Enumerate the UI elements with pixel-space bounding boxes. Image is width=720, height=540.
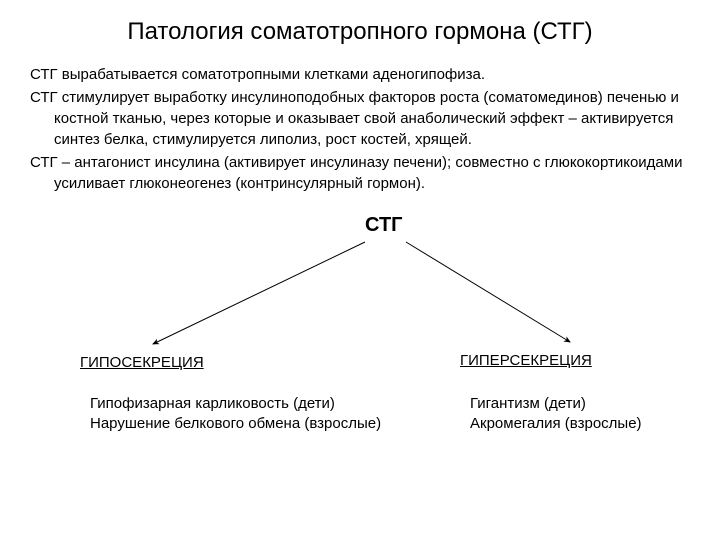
arrow-left <box>153 242 365 344</box>
diagram-root: СТГ <box>365 214 403 237</box>
body-text: СТГ вырабатывается соматотропными клетка… <box>30 64 690 194</box>
leaf-hyper-line2: Акромегалия (взрослые) <box>470 415 642 432</box>
leaf-hyper: Гигантизм (дети) Акромегалия (взрослые) <box>470 394 642 435</box>
tree-diagram: СТГ ГИПОСЕКРЕЦИЯ ГИПЕРСЕКРЕЦИЯ Гипофизар… <box>30 214 690 444</box>
branch-hyposecretion: ГИПОСЕКРЕЦИЯ <box>80 354 204 371</box>
page-title: Патология соматотропного гормона (СТГ) <box>30 18 690 46</box>
leaf-hyper-line1: Гигантизм (дети) <box>470 395 586 412</box>
paragraph-2: СТГ стимулирует выработку инсулиноподобн… <box>30 87 690 150</box>
leaf-hypo-line1: Гипофизарная карликовость (дети) <box>90 395 335 412</box>
arrow-right <box>406 242 570 342</box>
leaf-hypo: Гипофизарная карликовость (дети) Нарушен… <box>90 394 381 435</box>
paragraph-3: СТГ – антагонист инсулина (активирует ин… <box>30 152 690 194</box>
paragraph-1: СТГ вырабатывается соматотропными клетка… <box>30 64 690 85</box>
leaf-hypo-line2: Нарушение белкового обмена (взрослые) <box>90 415 381 432</box>
branch-hypersecretion: ГИПЕРСЕКРЕЦИЯ <box>460 352 592 369</box>
